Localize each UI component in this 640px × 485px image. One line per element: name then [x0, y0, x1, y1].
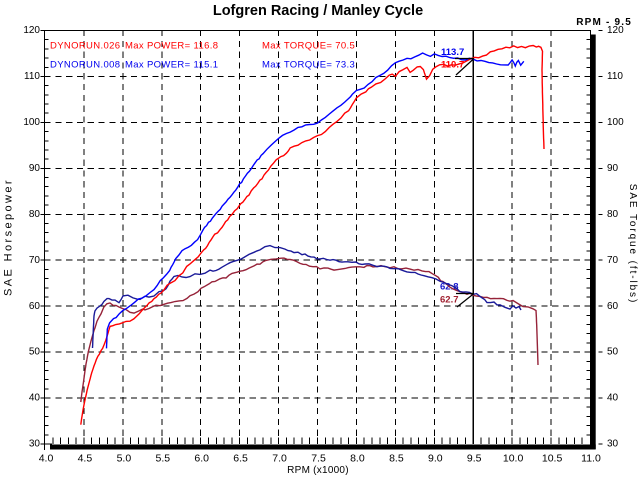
svg-text:30: 30: [607, 439, 619, 450]
svg-text:8.0: 8.0: [350, 453, 365, 465]
svg-text:4.5: 4.5: [78, 453, 93, 465]
svg-text:9.5: 9.5: [467, 453, 482, 465]
svg-text:7.0: 7.0: [272, 453, 287, 465]
svg-text:SAE Horsepower: SAE Horsepower: [3, 178, 15, 296]
svg-text:10.0: 10.0: [503, 453, 524, 465]
svg-text:110: 110: [24, 71, 40, 82]
svg-text:100: 100: [607, 117, 624, 128]
svg-text:Lofgren Racing / Manley Cycle: Lofgren Racing / Manley Cycle: [213, 3, 423, 19]
svg-text:DYNORUN.008: DYNORUN.008: [50, 60, 120, 71]
svg-text:80: 80: [607, 209, 619, 220]
svg-text:RPM - 9.5: RPM - 9.5: [576, 17, 632, 28]
svg-text:100: 100: [23, 117, 40, 128]
svg-text:50: 50: [607, 347, 619, 358]
svg-text:SAE Torque (ft-lbs): SAE Torque (ft-lbs): [627, 184, 638, 304]
svg-text:RPM (x1000): RPM (x1000): [287, 465, 349, 476]
svg-text:110: 110: [607, 71, 623, 82]
svg-text:50: 50: [29, 347, 41, 358]
svg-text:10.5: 10.5: [542, 453, 563, 465]
svg-text:90: 90: [607, 163, 619, 174]
svg-text:120: 120: [607, 25, 624, 36]
svg-text:40: 40: [29, 393, 41, 404]
svg-text:5.5: 5.5: [155, 453, 170, 465]
svg-text:DYNORUN.026: DYNORUN.026: [50, 41, 120, 52]
svg-text:8.5: 8.5: [389, 453, 404, 465]
svg-text:4.0: 4.0: [39, 453, 54, 465]
svg-text:70: 70: [607, 255, 619, 266]
svg-text:7.5: 7.5: [311, 453, 326, 465]
svg-text:62.7: 62.7: [440, 295, 459, 306]
svg-text:6.0: 6.0: [194, 453, 209, 465]
svg-text:5.0: 5.0: [117, 453, 132, 465]
svg-text:Max TORQUE= 73.3: Max TORQUE= 73.3: [262, 60, 355, 71]
svg-text:70: 70: [29, 255, 41, 266]
svg-text:90: 90: [29, 163, 41, 174]
svg-text:Max POWER= 115.1: Max POWER= 115.1: [125, 60, 218, 71]
svg-text:9.0: 9.0: [428, 453, 443, 465]
svg-text:60: 60: [29, 301, 41, 312]
svg-text:40: 40: [607, 393, 619, 404]
svg-text:113.7: 113.7: [441, 47, 464, 58]
svg-text:Max POWER= 116.8: Max POWER= 116.8: [125, 41, 218, 52]
svg-text:11.0: 11.0: [581, 453, 601, 465]
svg-text:30: 30: [29, 439, 41, 450]
svg-text:Max TORQUE= 70.5: Max TORQUE= 70.5: [262, 41, 355, 52]
svg-text:120: 120: [23, 25, 40, 36]
svg-text:60: 60: [607, 301, 619, 312]
svg-text:80: 80: [29, 209, 41, 220]
svg-text:6.5: 6.5: [233, 453, 248, 465]
